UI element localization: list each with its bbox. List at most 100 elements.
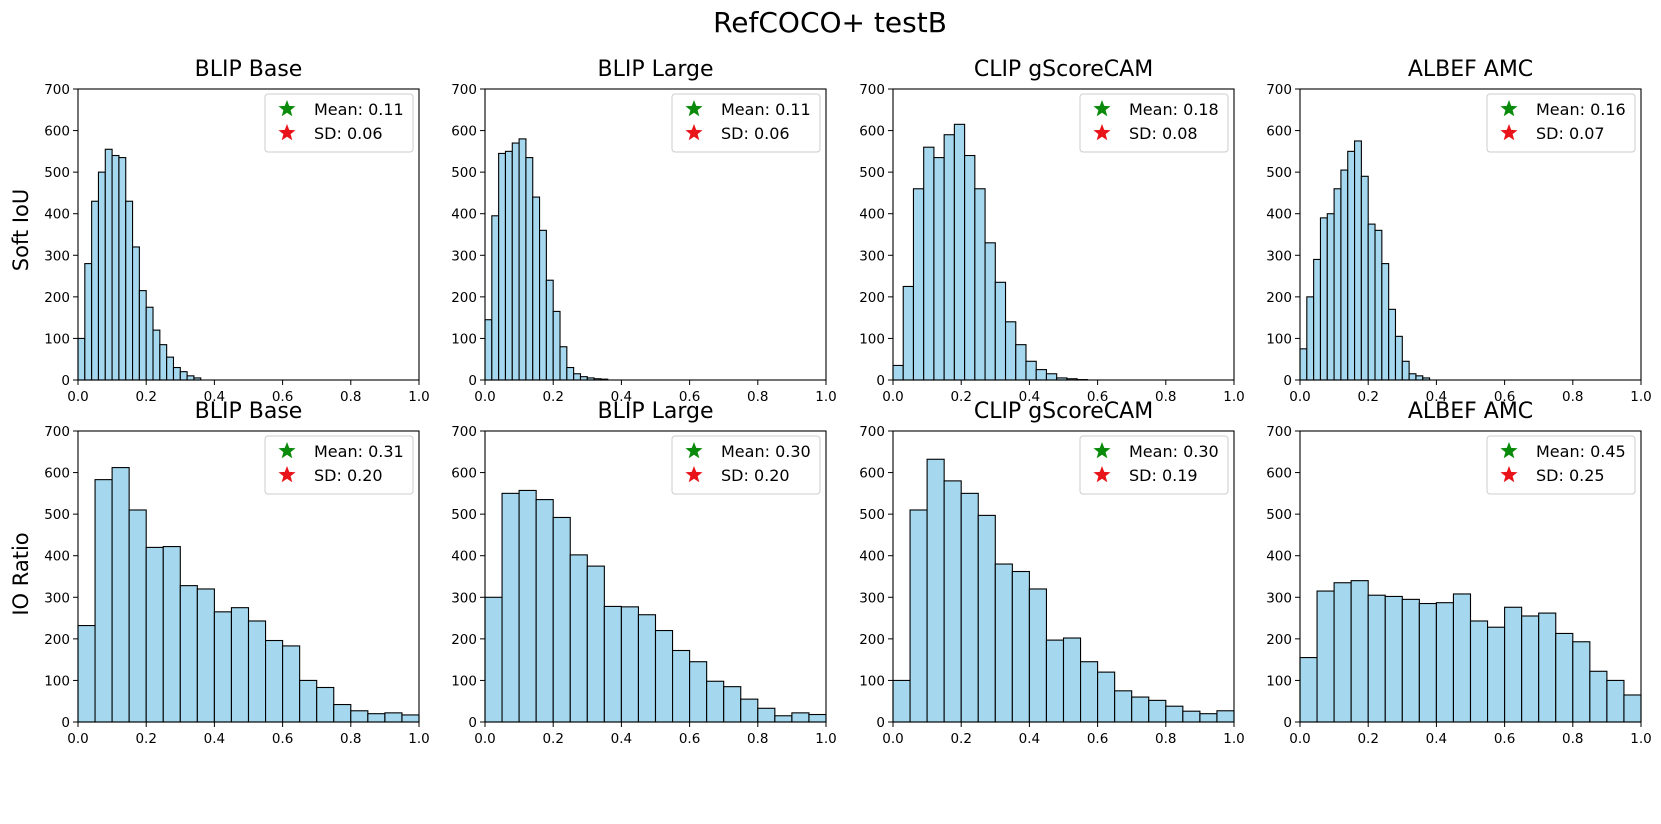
y-tick-label: 700 bbox=[1266, 82, 1292, 98]
axes-frame bbox=[892, 430, 1235, 723]
y-tick-label: 0 bbox=[468, 373, 477, 389]
y-tick-label: 600 bbox=[1266, 466, 1292, 482]
histogram-bar bbox=[1299, 348, 1308, 381]
histogram-bar bbox=[1487, 626, 1506, 723]
y-tick-label: 700 bbox=[859, 424, 885, 440]
x-tick-label: 0.6 bbox=[1087, 731, 1108, 747]
y-tick-label: 300 bbox=[451, 590, 477, 606]
legend-sd-label: SD: 0.08 bbox=[1129, 124, 1198, 143]
y-tick-label: 400 bbox=[44, 207, 70, 223]
axes-frame bbox=[77, 430, 420, 723]
histogram-bar bbox=[994, 563, 1013, 723]
x-tick-label: 0.8 bbox=[340, 389, 361, 405]
histogram-bar bbox=[1199, 713, 1218, 723]
histogram-bar bbox=[511, 142, 520, 381]
histogram-bar bbox=[1415, 375, 1424, 381]
y-tick-label: 700 bbox=[451, 82, 477, 98]
histogram-bar bbox=[977, 514, 996, 723]
histogram-bar bbox=[159, 344, 168, 381]
legend-box bbox=[264, 435, 414, 495]
legend-box bbox=[264, 93, 414, 153]
y-tick-label: 300 bbox=[859, 248, 885, 264]
x-tick-label: 1.0 bbox=[1630, 731, 1651, 747]
y-tick-label: 200 bbox=[44, 290, 70, 306]
x-tick-label: 1.0 bbox=[815, 731, 836, 747]
y-tick-label: 200 bbox=[44, 632, 70, 648]
x-tick-label: 0.8 bbox=[1155, 389, 1176, 405]
histogram-bar bbox=[1418, 602, 1437, 723]
histogram-bar bbox=[1299, 657, 1318, 723]
x-tick-label: 0.8 bbox=[747, 731, 768, 747]
mean-star-icon bbox=[1093, 442, 1111, 459]
histogram-bar bbox=[196, 588, 215, 723]
y-tick-label: 0 bbox=[1283, 373, 1292, 389]
histogram-bar bbox=[1011, 570, 1030, 723]
histogram-bar bbox=[111, 467, 130, 723]
histogram-bar bbox=[1589, 670, 1608, 723]
subplot-blip-base-soft-iou: BLIP Base 0.0 0.2 0.4 0.6 0.8 1.0 0 100 200 300 400… bbox=[44, 57, 430, 405]
x-tick-label: 0.0 bbox=[474, 389, 495, 405]
histogram-bar bbox=[1469, 620, 1489, 723]
histogram-bar bbox=[1080, 661, 1099, 723]
y-tick-label: 500 bbox=[44, 507, 70, 523]
y-tick-label: 700 bbox=[1266, 424, 1292, 440]
histogram-bar bbox=[1538, 612, 1557, 723]
sd-star-icon bbox=[278, 124, 296, 141]
legend-mean-label: Mean: 0.11 bbox=[314, 100, 404, 119]
histogram-bar bbox=[923, 146, 935, 381]
histogram-bar bbox=[566, 366, 575, 381]
y-tick-label: 200 bbox=[859, 632, 885, 648]
histogram-bar bbox=[960, 492, 979, 723]
histogram-bar bbox=[1097, 671, 1116, 723]
histogram-bar bbox=[912, 188, 925, 381]
histogram-bar bbox=[1367, 594, 1386, 723]
figure-title: RefCOCO+ testB bbox=[713, 6, 947, 39]
y-tick-label: 100 bbox=[451, 673, 477, 689]
y-tick-label: 300 bbox=[44, 590, 70, 606]
histogram-bar bbox=[1408, 373, 1417, 381]
y-tick-label: 600 bbox=[451, 466, 477, 482]
histogram-bar bbox=[213, 611, 232, 723]
histogram-bar bbox=[723, 686, 742, 723]
histogram-bar bbox=[484, 319, 493, 381]
axes-frame bbox=[77, 88, 420, 381]
x-tick-label: 0.2 bbox=[542, 731, 563, 747]
y-tick-label: 400 bbox=[1266, 549, 1292, 565]
histogram-bar bbox=[539, 229, 547, 381]
x-tick-label: 0.2 bbox=[1357, 389, 1378, 405]
y-tick-label: 200 bbox=[1266, 290, 1292, 306]
subplot-albef-amc-soft-iou: ALBEF AMC 0.0 0.2 0.4 0.6 0.8 1.0 0 100 200 300 400… bbox=[1266, 57, 1652, 405]
x-tick-label: 0.0 bbox=[1289, 389, 1310, 405]
y-tick-label: 0 bbox=[1283, 715, 1292, 731]
histogram-bar bbox=[94, 479, 113, 723]
legend-box bbox=[671, 93, 821, 153]
y-tick-label: 700 bbox=[859, 82, 885, 98]
histogram-bar bbox=[1326, 213, 1335, 381]
histogram-bar bbox=[569, 554, 588, 723]
sd-star-icon bbox=[685, 124, 703, 141]
x-tick-label: 0.8 bbox=[1562, 731, 1583, 747]
x-tick-label: 0.0 bbox=[474, 731, 495, 747]
histogram-bar bbox=[1354, 140, 1362, 381]
legend-box bbox=[1486, 435, 1636, 495]
histogram-bar bbox=[186, 375, 195, 381]
legend-mean-label: Mean: 0.11 bbox=[721, 100, 811, 119]
x-tick-label: 1.0 bbox=[408, 389, 429, 405]
histogram-bar bbox=[97, 171, 106, 381]
subplot-title: BLIP Base bbox=[195, 399, 303, 424]
histogram-bar bbox=[1319, 217, 1328, 381]
x-tick-label: 0.8 bbox=[1562, 389, 1583, 405]
histogram-bar bbox=[943, 134, 955, 381]
histogram-bar bbox=[892, 679, 911, 723]
legend-mean-label: Mean: 0.18 bbox=[1129, 100, 1219, 119]
legend-sd-label: SD: 0.25 bbox=[1536, 466, 1605, 485]
histogram-bar bbox=[145, 546, 164, 723]
y-tick-label: 0 bbox=[61, 373, 70, 389]
histogram-bar bbox=[282, 645, 301, 723]
histogram-bar bbox=[1131, 696, 1150, 723]
histogram-bar bbox=[1333, 188, 1342, 381]
legend-sd-label: SD: 0.20 bbox=[721, 466, 790, 485]
y-tick-label: 600 bbox=[859, 124, 885, 140]
y-tick-label: 400 bbox=[44, 549, 70, 565]
y-tick-label: 500 bbox=[451, 507, 477, 523]
